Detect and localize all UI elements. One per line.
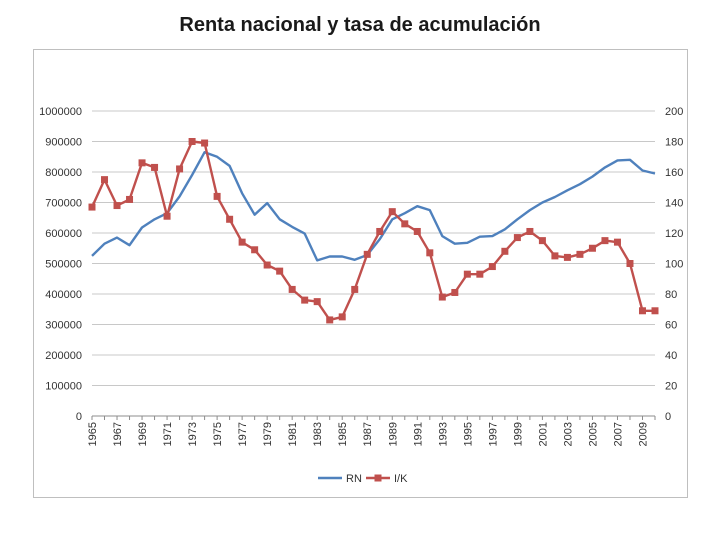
y-right-tick-label: 140 bbox=[665, 198, 683, 210]
x-tick-label: 1971 bbox=[162, 422, 174, 446]
x-tick-label: 2007 bbox=[612, 422, 624, 446]
x-tick-label: 1995 bbox=[462, 422, 474, 446]
y-left-tick-label: 900000 bbox=[45, 137, 82, 149]
data-point bbox=[426, 249, 434, 257]
data-point bbox=[151, 163, 159, 171]
data-point bbox=[201, 139, 209, 147]
data-point bbox=[401, 220, 409, 228]
y-right-tick-label: 0 bbox=[665, 411, 671, 423]
y-left-tick-label: 100000 bbox=[45, 381, 82, 393]
y-right-tick-label: 100 bbox=[665, 259, 683, 271]
x-tick-label: 1977 bbox=[237, 422, 249, 446]
x-tick-label: 1991 bbox=[412, 422, 424, 446]
data-point bbox=[88, 203, 96, 211]
data-point bbox=[376, 227, 384, 235]
chart-title: Renta nacional y tasa de acumulación bbox=[179, 14, 541, 36]
y-right-tick-label: 200 bbox=[665, 106, 683, 118]
data-point bbox=[326, 316, 334, 324]
data-point bbox=[438, 293, 446, 301]
data-point bbox=[263, 261, 271, 269]
legend-label: RN bbox=[346, 473, 362, 485]
x-tick-label: 1979 bbox=[262, 422, 274, 446]
data-point bbox=[488, 263, 496, 271]
data-point bbox=[351, 285, 359, 293]
y-right-tick-label: 160 bbox=[665, 167, 683, 179]
x-tick-label: 1969 bbox=[137, 422, 149, 446]
y-right-tick-label: 20 bbox=[665, 381, 677, 393]
x-tick-label: 1983 bbox=[312, 422, 324, 446]
x-tick-label: 1973 bbox=[187, 422, 199, 446]
x-tick-label: 2003 bbox=[562, 422, 574, 446]
data-point bbox=[601, 237, 609, 245]
series-line-RN bbox=[91, 150, 656, 262]
x-tick-label: 2001 bbox=[537, 422, 549, 446]
data-point bbox=[413, 227, 421, 235]
data-point bbox=[188, 138, 196, 145]
x-tick-label: 2009 bbox=[637, 422, 649, 446]
data-point bbox=[501, 247, 509, 255]
x-tick-label: 2005 bbox=[587, 422, 599, 446]
data-point bbox=[213, 192, 221, 200]
y-right-tick-label: 180 bbox=[665, 137, 683, 149]
data-point bbox=[138, 159, 146, 167]
data-point bbox=[526, 227, 534, 235]
data-point bbox=[251, 246, 259, 254]
x-tick-label: 1999 bbox=[512, 422, 524, 446]
data-point bbox=[463, 270, 471, 278]
series-line-I/K bbox=[90, 140, 655, 322]
x-tick-label: 1993 bbox=[437, 422, 449, 446]
y-right-tick-label: 120 bbox=[665, 228, 683, 240]
x-tick-label: 1975 bbox=[212, 422, 224, 446]
y-left-tick-label: 600000 bbox=[45, 228, 82, 240]
x-tick-label: 1987 bbox=[362, 422, 374, 446]
data-point bbox=[538, 237, 546, 245]
data-point bbox=[301, 296, 309, 304]
data-point bbox=[613, 238, 621, 246]
data-point bbox=[101, 176, 109, 184]
data-point bbox=[113, 202, 121, 210]
y-right-tick-label: 60 bbox=[665, 320, 677, 332]
x-tick-label: 1981 bbox=[287, 422, 299, 446]
data-point bbox=[313, 298, 321, 306]
data-point bbox=[226, 215, 234, 223]
data-point bbox=[238, 238, 246, 246]
y-left-tick-label: 1000000 bbox=[39, 106, 82, 118]
legend-label: I/K bbox=[394, 473, 408, 485]
x-tick-label: 1967 bbox=[112, 422, 124, 446]
data-point bbox=[638, 307, 646, 315]
x-tick-label: 1965 bbox=[87, 422, 99, 446]
data-point bbox=[651, 307, 659, 315]
data-point bbox=[476, 270, 484, 278]
data-point bbox=[588, 244, 596, 252]
y-left-tick-label: 400000 bbox=[45, 289, 82, 301]
data-point bbox=[163, 212, 171, 220]
data-point bbox=[288, 285, 296, 293]
y-left-tick-label: 300000 bbox=[45, 320, 82, 332]
x-tick-label: 1985 bbox=[337, 422, 349, 446]
data-point bbox=[513, 234, 521, 242]
data-point bbox=[126, 195, 134, 203]
data-point bbox=[388, 208, 396, 216]
x-tick-label: 1997 bbox=[487, 422, 499, 446]
y-left-tick-label: 500000 bbox=[45, 259, 82, 271]
data-point bbox=[363, 250, 371, 258]
data-point bbox=[576, 250, 584, 258]
data-point bbox=[176, 165, 184, 173]
y-right-tick-label: 40 bbox=[665, 350, 677, 362]
y-left-tick-label: 700000 bbox=[45, 198, 82, 210]
y-left-tick-label: 800000 bbox=[45, 167, 82, 179]
data-point bbox=[276, 267, 284, 275]
data-point bbox=[551, 252, 559, 260]
y-right-tick-label: 80 bbox=[665, 289, 677, 301]
x-tick-label: 1989 bbox=[387, 422, 399, 446]
data-point bbox=[626, 260, 634, 267]
data-point bbox=[451, 288, 459, 296]
data-point bbox=[338, 313, 346, 321]
data-point bbox=[563, 253, 571, 261]
legend-marker bbox=[374, 474, 382, 482]
y-left-tick-label: 0 bbox=[76, 411, 82, 423]
y-left-tick-label: 200000 bbox=[45, 350, 82, 362]
